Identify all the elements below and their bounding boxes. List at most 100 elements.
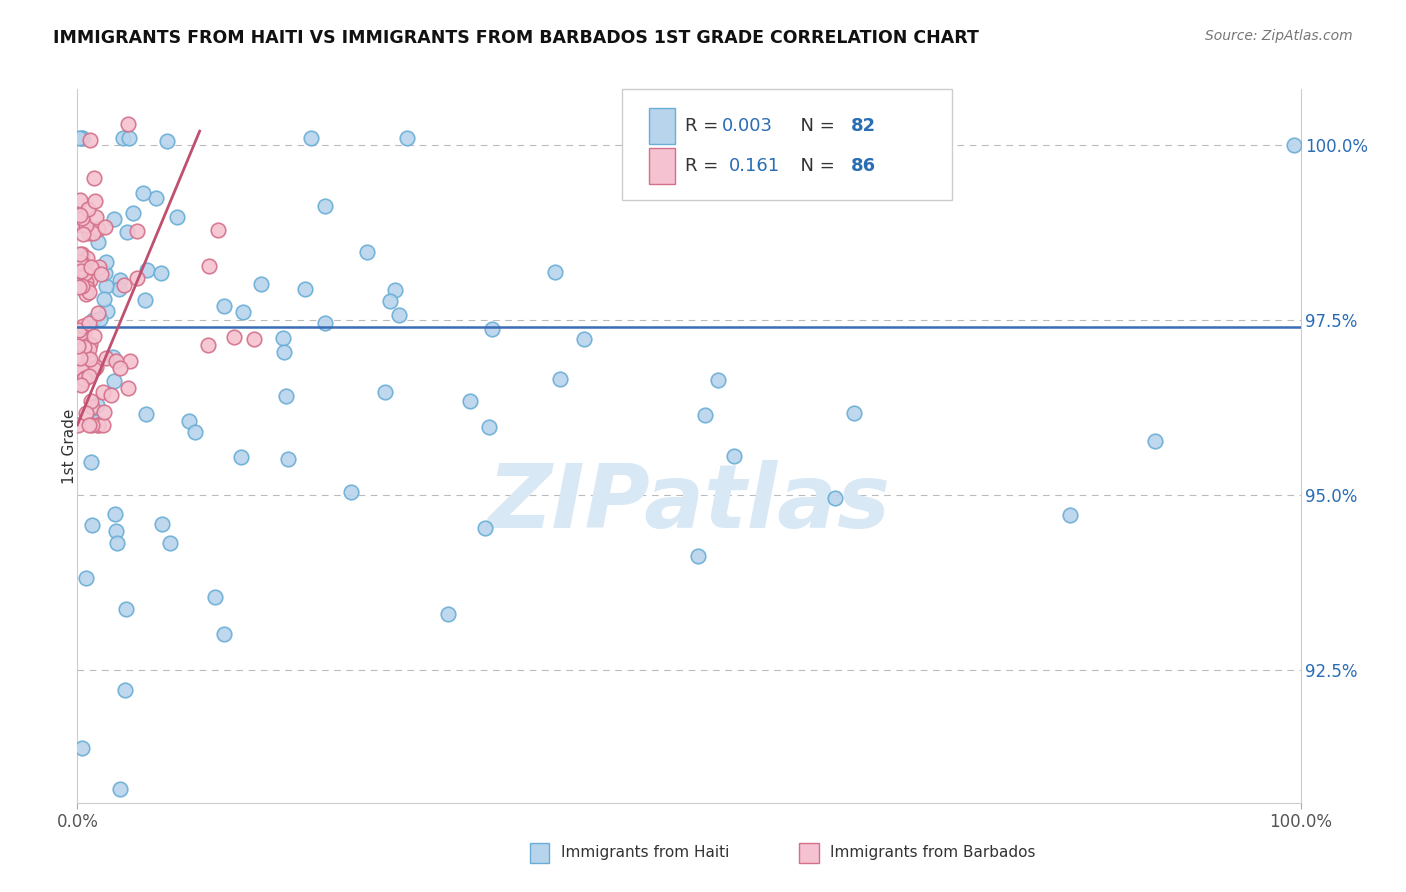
Point — [544, 265, 567, 279]
Point — [69, 323, 91, 337]
Point — [276, 389, 298, 403]
Point — [94, 279, 117, 293]
Point — [277, 452, 299, 467]
Point — [72, 211, 94, 225]
Point — [183, 425, 205, 439]
Point — [103, 211, 125, 226]
Point — [134, 293, 156, 307]
Point — [156, 135, 179, 149]
Point — [79, 273, 101, 287]
Point — [80, 400, 103, 414]
Point — [108, 781, 131, 796]
Point — [87, 222, 110, 236]
Point — [100, 388, 122, 402]
Point — [340, 484, 363, 499]
Point — [229, 450, 252, 465]
Point — [122, 206, 145, 220]
Point — [69, 351, 91, 365]
Point — [75, 275, 97, 289]
Point — [118, 131, 141, 145]
Point — [77, 202, 100, 216]
Point — [474, 521, 496, 535]
Point — [69, 375, 91, 389]
Point — [115, 602, 138, 616]
FancyBboxPatch shape — [621, 89, 952, 200]
Point — [69, 330, 91, 344]
Point — [73, 324, 96, 338]
Point — [86, 359, 108, 374]
Point — [693, 409, 716, 423]
Point — [87, 235, 110, 249]
Point — [70, 741, 93, 756]
Point — [112, 278, 135, 293]
Point — [107, 282, 129, 296]
Point — [75, 287, 97, 301]
Point — [79, 352, 101, 367]
Text: Immigrants from Barbados: Immigrants from Barbados — [830, 846, 1035, 860]
Point — [83, 362, 105, 376]
Point — [198, 260, 221, 274]
FancyBboxPatch shape — [648, 148, 675, 184]
Point — [69, 208, 91, 222]
Point — [70, 378, 93, 392]
Point — [1284, 138, 1306, 153]
Point — [87, 417, 110, 432]
Point — [110, 361, 132, 376]
Point — [89, 260, 111, 275]
Text: 86: 86 — [851, 157, 876, 175]
Point — [108, 273, 131, 287]
Point — [77, 316, 100, 330]
Point — [87, 306, 110, 320]
Point — [75, 571, 97, 585]
Point — [177, 414, 200, 428]
Point — [150, 266, 173, 280]
Point — [356, 244, 378, 259]
Point — [69, 255, 91, 269]
Point — [249, 277, 271, 292]
Point — [93, 404, 115, 418]
Point — [572, 332, 595, 346]
Point — [67, 131, 90, 145]
Point — [66, 417, 89, 432]
Point — [70, 263, 93, 277]
Point — [117, 381, 139, 395]
Point — [66, 339, 89, 353]
Point — [89, 312, 111, 326]
Point — [844, 406, 866, 420]
Point — [481, 322, 503, 336]
Point — [273, 344, 295, 359]
Point — [70, 255, 93, 269]
Point — [76, 280, 98, 294]
Point — [94, 255, 117, 269]
Point — [67, 323, 90, 337]
Point — [437, 607, 460, 622]
Point — [84, 210, 107, 224]
Point — [80, 455, 103, 469]
Point — [70, 131, 93, 145]
Point — [103, 375, 125, 389]
Point — [91, 384, 114, 399]
Point — [77, 368, 100, 383]
Point — [82, 313, 104, 327]
Point — [127, 224, 149, 238]
Point — [118, 353, 141, 368]
Text: 0.161: 0.161 — [730, 157, 780, 175]
Point — [115, 225, 138, 239]
Point — [197, 338, 219, 352]
Point — [101, 351, 124, 365]
Point — [70, 279, 93, 293]
Point — [458, 394, 481, 409]
Point — [477, 420, 499, 434]
Point — [76, 251, 98, 265]
Point — [70, 361, 93, 376]
Text: Source: ZipAtlas.com: Source: ZipAtlas.com — [1205, 29, 1353, 43]
Point — [80, 417, 103, 432]
Point — [104, 354, 127, 368]
Point — [723, 450, 745, 464]
Point — [374, 384, 396, 399]
Point — [1059, 508, 1081, 522]
Point — [94, 351, 117, 366]
Point — [104, 507, 127, 521]
Text: IMMIGRANTS FROM HAITI VS IMMIGRANTS FROM BARBADOS 1ST GRADE CORRELATION CHART: IMMIGRANTS FROM HAITI VS IMMIGRANTS FROM… — [53, 29, 980, 46]
Point — [150, 517, 173, 532]
